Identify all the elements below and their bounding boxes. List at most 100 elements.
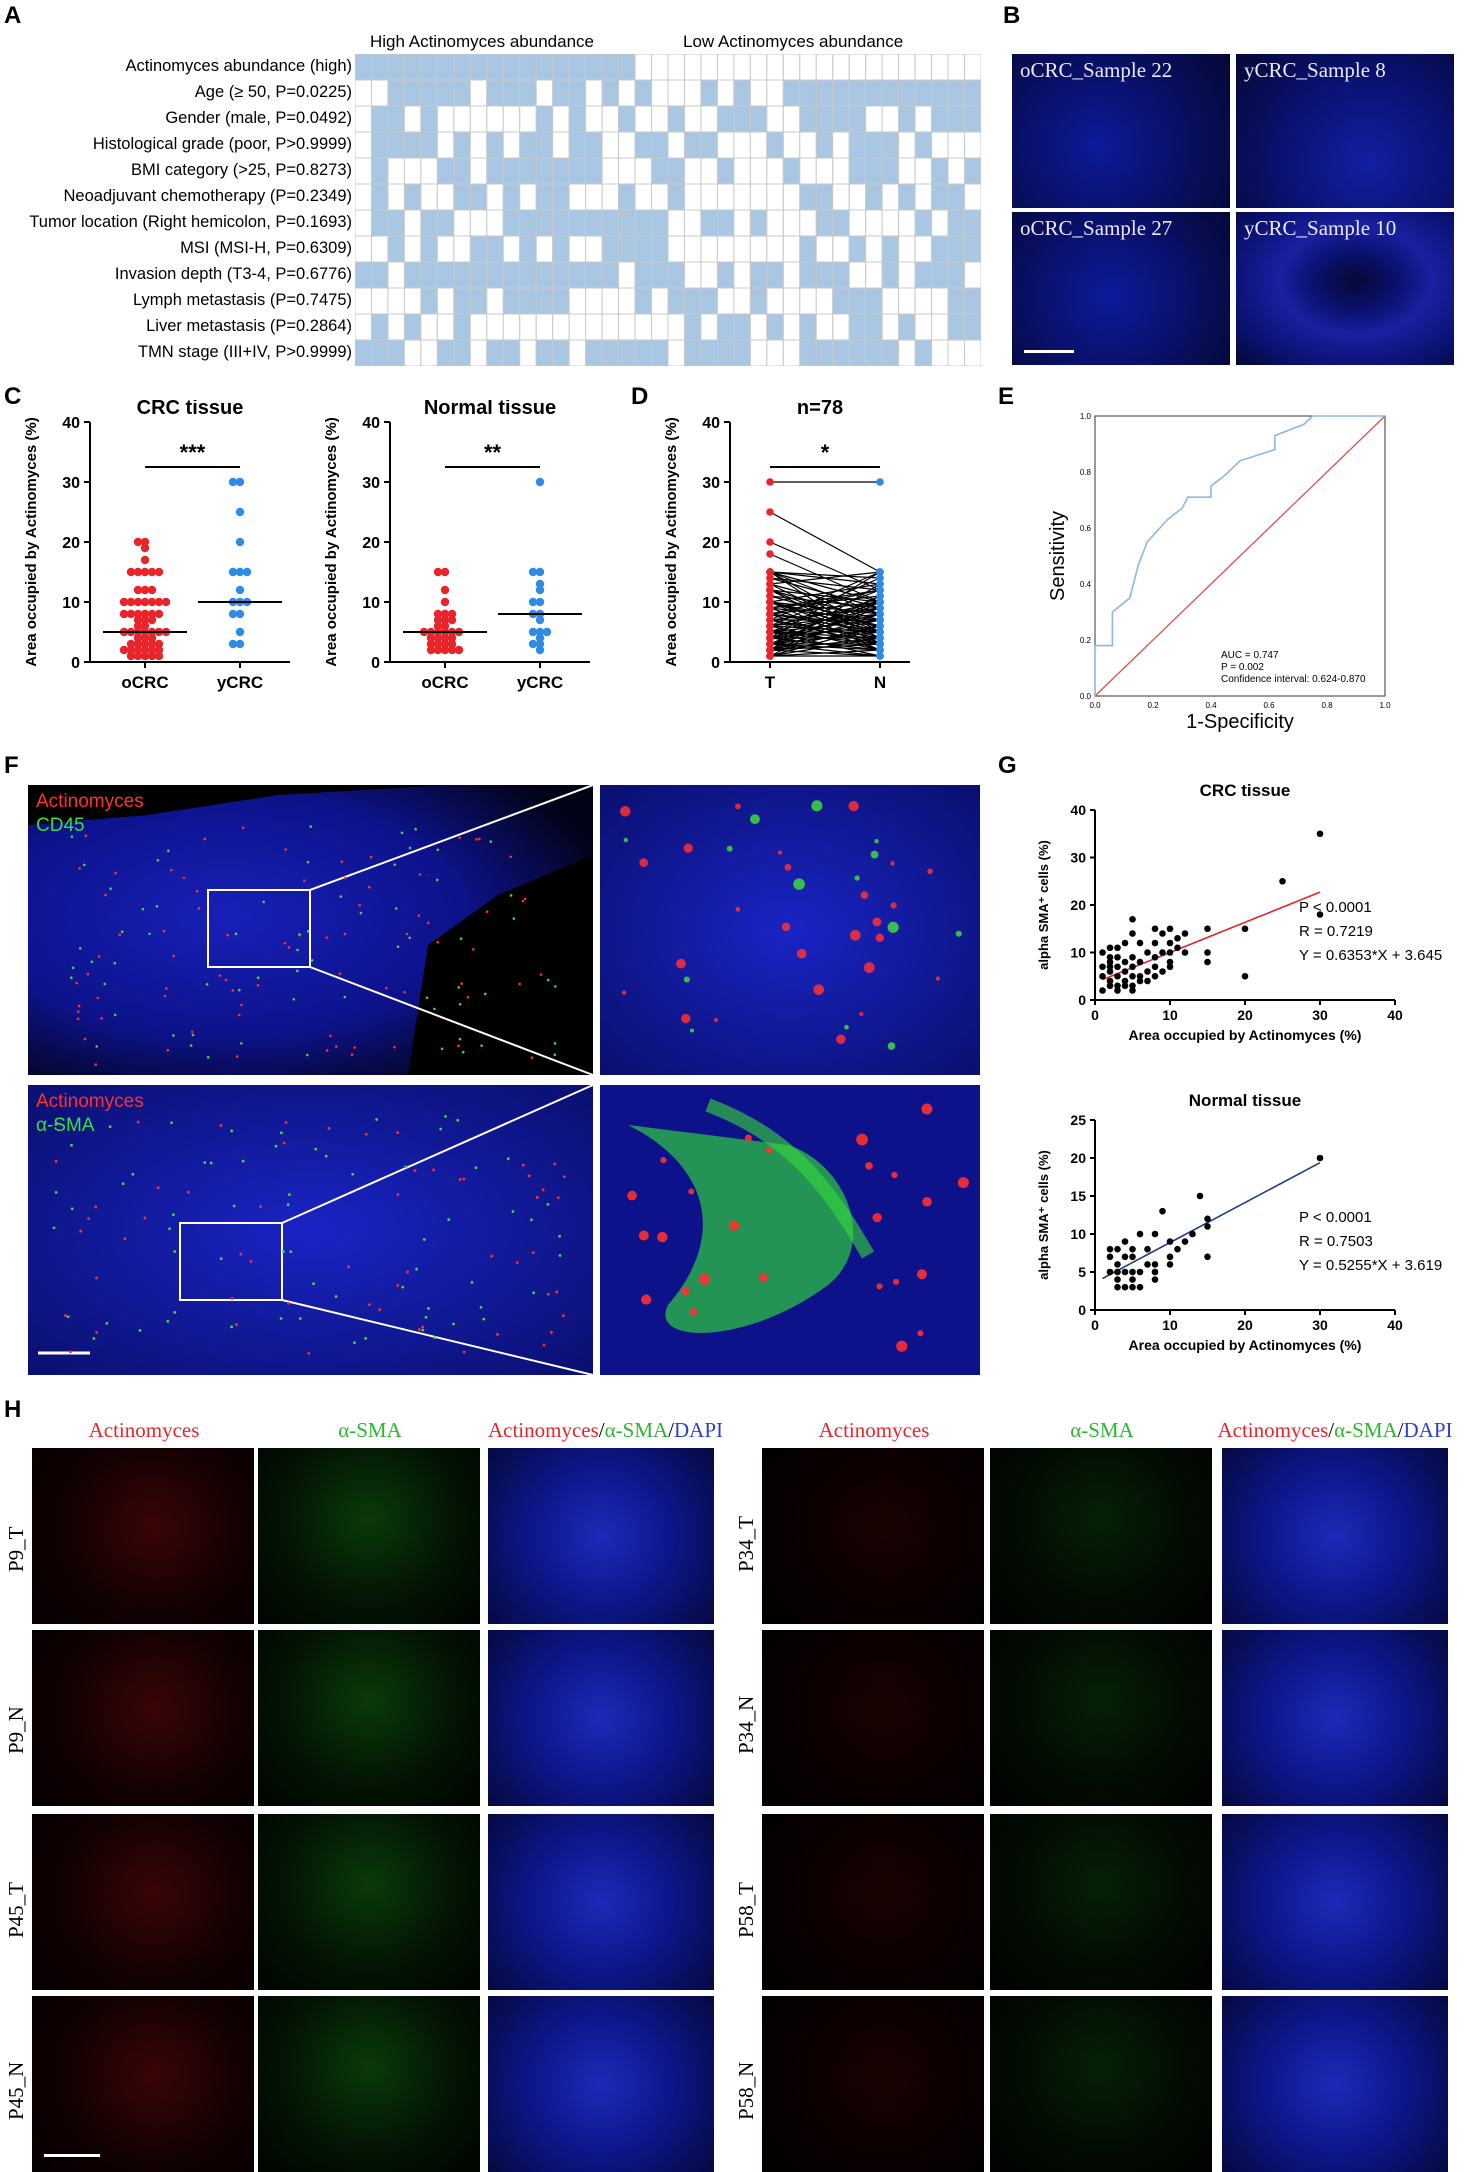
heatmap-cell (355, 54, 372, 81)
fluorescence-dot (94, 1063, 98, 1066)
significance-marker: ** (484, 440, 502, 465)
fluorescence-dot (558, 1254, 562, 1257)
fluorescence-dot (334, 1295, 338, 1298)
heatmap-cell (947, 79, 966, 107)
fluorescence-dot (876, 1283, 883, 1290)
data-point (140, 555, 150, 565)
heatmap-cell (618, 131, 636, 159)
heatmap-cell (832, 287, 850, 315)
fluorescence-dot (512, 917, 516, 920)
x-tick-label: 0.0 (1089, 701, 1101, 710)
heatmap-cell (914, 131, 933, 159)
data-point (140, 567, 150, 577)
x-tick-label: N (874, 673, 886, 692)
heatmap-cell (601, 157, 620, 185)
heatmap-cell (355, 339, 372, 366)
heatmap-cell (881, 105, 900, 133)
fluorescence-dot (765, 1146, 773, 1154)
heatmap-cell (782, 183, 801, 211)
fluorescence-dot (439, 1127, 443, 1131)
data-point (133, 621, 143, 631)
heatmap-cell (881, 235, 900, 263)
fluorescence-dot (282, 1141, 286, 1145)
heatmap-cell (568, 313, 587, 341)
data-point-n (876, 616, 884, 624)
x-tick-label: 0 (1091, 1007, 1099, 1023)
data-point (1151, 963, 1159, 971)
clinical-row-label: BMI category (>25, P=0.8273) (130, 161, 352, 179)
heatmap-cell (370, 209, 389, 237)
micrograph-h-merge (1222, 1814, 1448, 1990)
heatmap-cell (749, 79, 768, 107)
heatmap-cell (436, 157, 455, 185)
fluorescence-dot (64, 1314, 67, 1317)
fluorescence-dot (676, 958, 686, 969)
y-tick-label: 20 (702, 535, 720, 552)
data-point-t (766, 538, 774, 546)
clinical-row-label: Liver metastasis (P=0.2864) (146, 317, 352, 335)
data-point (1166, 1261, 1174, 1268)
fluorescence-dot (84, 834, 88, 837)
heatmap-cell (519, 313, 537, 341)
fluorescence-dot (485, 910, 489, 913)
data-point-n (876, 640, 884, 648)
chart-title: CRC tissue (137, 400, 244, 419)
heatmap-cell (486, 79, 504, 107)
data-point (1136, 958, 1144, 966)
fluorescence-dot (660, 1157, 667, 1164)
heatmap-cell (700, 313, 718, 341)
data-point (535, 645, 545, 655)
data-point (1121, 1268, 1129, 1276)
fluorescence-dot (87, 1217, 90, 1221)
data-point-t (766, 580, 774, 588)
heatmap-cell (535, 54, 554, 81)
data-point (433, 609, 443, 619)
heatmap-cell (848, 209, 867, 237)
heatmap-cell (370, 54, 389, 81)
heatmap-cell (766, 235, 784, 263)
heatmap-cell (766, 261, 784, 289)
data-point (440, 609, 450, 619)
heatmap-cell (914, 183, 933, 211)
heatmap-cell (601, 131, 620, 159)
y-tick-label: 20 (362, 535, 380, 552)
heatmap-cell (667, 54, 685, 81)
data-point (235, 477, 245, 487)
data-point (147, 585, 157, 595)
heatmap-cell (898, 313, 916, 341)
fluorescence-dot (872, 1212, 882, 1223)
fluorescence-dot (509, 855, 513, 859)
fluorescence-dot (784, 864, 792, 871)
heatmap-cell (683, 131, 702, 159)
fluorescence-dot (532, 1291, 536, 1295)
fluorescence-dot (197, 907, 201, 910)
data-point (119, 609, 129, 619)
fluorescence-dot (758, 1272, 769, 1283)
data-point (1114, 1283, 1121, 1291)
fluorescence-dot (76, 1017, 80, 1021)
heatmap-cell (683, 209, 702, 237)
fluorescence-dot (421, 1328, 425, 1332)
heatmap-cell (700, 131, 718, 159)
fluorescence-dot (922, 1197, 932, 1207)
data-point (133, 615, 143, 625)
fluorescence-dot (95, 1330, 99, 1334)
pair-line (769, 571, 881, 639)
heatmap-cell (733, 339, 751, 366)
chart-g-crc: CRC tissue 0 10 20 30 40 0 10 20 30 40 Area occupie… (1036, 781, 1442, 1043)
pair-line (769, 637, 881, 651)
fit-line (1102, 891, 1321, 981)
fluorescence-dot (172, 954, 175, 958)
heatmap-cell (947, 54, 966, 81)
fluorescence-dot (138, 1328, 142, 1332)
fluorescence-dot (369, 855, 373, 859)
panel-label-g: G (998, 752, 1017, 779)
fluorescence-dot (870, 850, 879, 859)
data-point (1159, 949, 1166, 956)
heatmap-cell (799, 287, 817, 315)
heatmap-cell (815, 339, 834, 366)
heatmap-cell (881, 79, 900, 107)
h-row-label: P9_N (4, 1706, 28, 1754)
fluorescence-dot (555, 1290, 559, 1294)
heatmap-cell (914, 54, 933, 81)
